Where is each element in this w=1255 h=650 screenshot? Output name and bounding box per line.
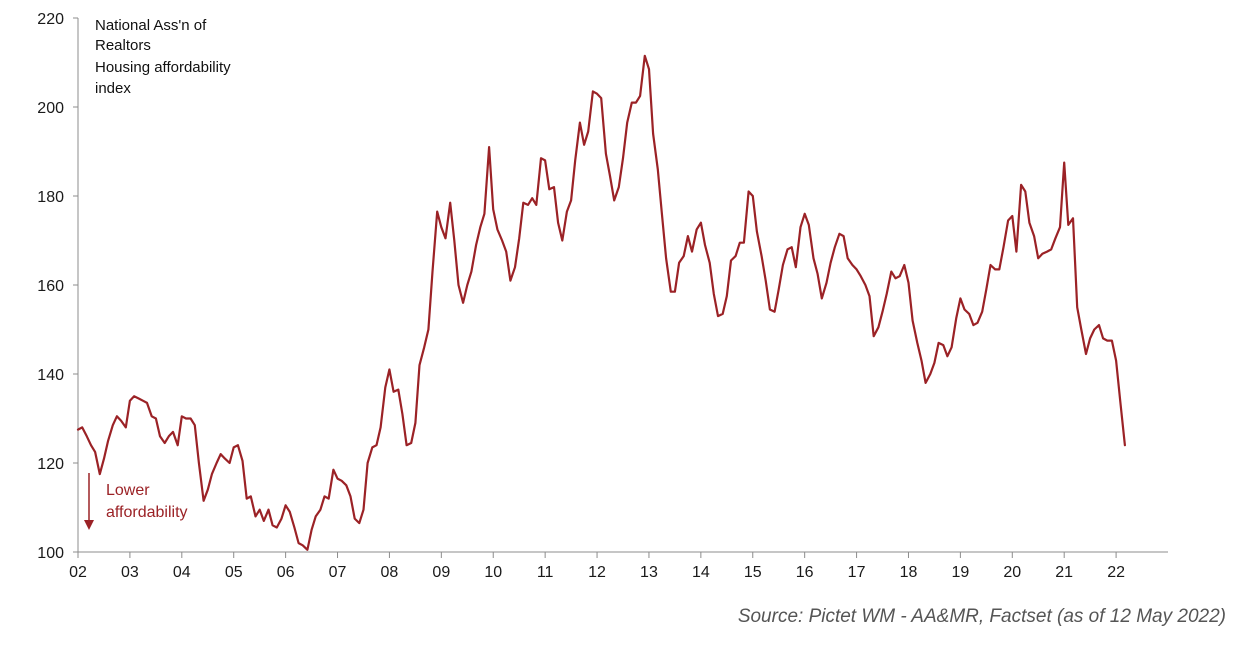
x-tick-label: 16 [796,564,814,581]
x-tick-label: 13 [640,564,658,581]
x-tick-label: 10 [484,564,502,581]
x-tick-label: 21 [1055,564,1073,581]
y-tick-label: 180 [37,189,64,206]
x-tick-label: 19 [951,564,969,581]
x-tick-label: 15 [744,564,762,581]
x-tick-label: 14 [692,564,710,581]
x-tick-label: 09 [432,564,450,581]
down-arrow-icon [84,520,94,530]
x-tick-label: 20 [1003,564,1021,581]
annotation-line-2: affordability [106,504,188,521]
y-tick-label: 160 [37,278,64,295]
chart-title-line-1: National Ass'n of [95,17,207,34]
x-tick-label: 12 [588,564,606,581]
x-tick-label: 22 [1107,564,1125,581]
x-tick-label: 06 [277,564,295,581]
annotation-line-1: Lower [106,482,150,499]
y-tick-label: 140 [37,367,64,384]
chart-title-line-4: index [95,80,131,97]
x-tick-label: 07 [329,564,347,581]
lower-affordability-annotation: Lower affordability [84,473,188,530]
x-tick-label: 18 [900,564,918,581]
chart-title-line-2: Realtors [95,37,151,54]
x-tick-label: 04 [173,564,191,581]
y-tick-label: 120 [37,456,64,473]
x-tick-label: 02 [69,564,87,581]
x-tick-label: 05 [225,564,243,581]
y-tick-label: 220 [37,11,64,28]
x-tick-label: 17 [848,564,866,581]
x-tick-label: 03 [121,564,139,581]
chart-title-line-3: Housing affordability [95,59,231,76]
x-tick-label: 08 [381,564,399,581]
y-tick-label: 200 [37,100,64,117]
source-note: Source: Pictet WM - AA&MR, Factset (as o… [738,606,1226,627]
series-group [76,54,1127,551]
x-tick-label: 11 [537,564,554,581]
series-line [76,54,1127,551]
x-axis: 02 03 04 05 06 07 08 09 10 11 12 13 14 15 16 17 18 19 20 21… [69,551,1168,581]
y-tick-label: 100 [37,545,64,562]
y-axis: 100 120 140 160 180 200 220 [37,11,79,562]
